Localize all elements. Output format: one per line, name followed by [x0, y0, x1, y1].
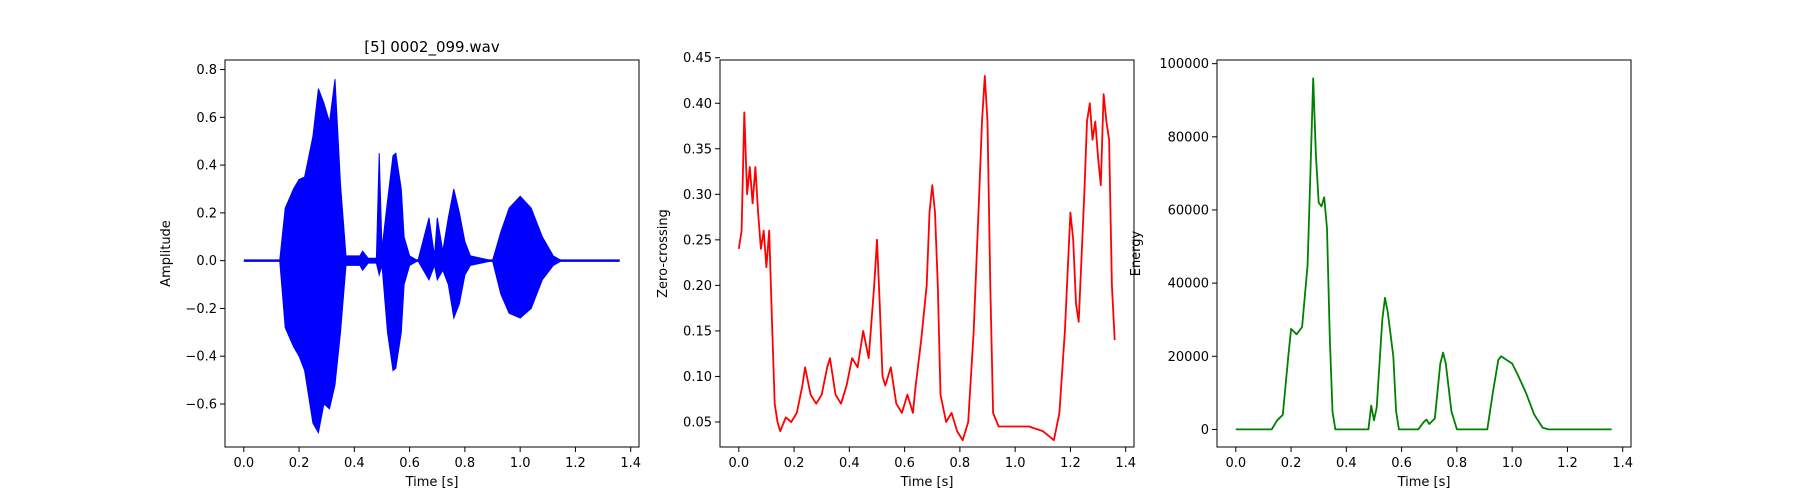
waveform-area: [243, 79, 620, 435]
x-tick-label: 0.8: [455, 456, 476, 471]
x-tick-label: 1.4: [1115, 456, 1136, 471]
x-tick-label: 0.8: [1447, 456, 1468, 471]
x-tick-label: 1.4: [1612, 456, 1633, 471]
y-tick-label: 0.8: [196, 63, 217, 78]
y-tick-label: −0.6: [185, 398, 217, 413]
x-tick-label: 1.0: [510, 456, 531, 471]
y-tick-label: 0: [1201, 423, 1209, 438]
x-tick-label: 1.4: [620, 456, 641, 471]
y-tick-label: −0.2: [185, 302, 217, 317]
y-tick-label: 20000: [1168, 350, 1209, 365]
y-tick-label: 0.10: [683, 370, 712, 385]
amplitude-panel: [5] 0002_099.wav Time [s] Amplitude 0.0 0…: [159, 38, 641, 490]
y-tick-label: 0.6: [196, 111, 217, 126]
x-tick-label: 1.2: [1557, 456, 1578, 471]
y-tick-label: −0.4: [185, 350, 217, 365]
x-tick-label: 1.0: [1005, 456, 1026, 471]
x-tick-label: 0.2: [289, 456, 310, 471]
x-tick-label: 0.2: [784, 456, 805, 471]
y-axis-label: Zero-crossing: [656, 209, 671, 298]
x-tick-label: 0.4: [1336, 456, 1357, 471]
series-line: [1235, 77, 1612, 431]
x-tick-label: 0.0: [1225, 456, 1246, 471]
y-tick-label: 0.15: [683, 324, 712, 339]
y-tick-label: 0.40: [683, 97, 712, 112]
series-line: [737, 75, 1116, 442]
y-tick-label: 0.05: [683, 415, 712, 430]
y-tick-label: 0.45: [683, 51, 712, 66]
x-tick-label: 0.4: [839, 456, 860, 471]
x-tick-label: 0.8: [950, 456, 971, 471]
y-tick-label: 0.4: [196, 159, 217, 174]
zero-crossing-panel: Time [s] Zero-crossing 0.0 0.2 0.4 0.6 0.8 1.…: [656, 51, 1136, 490]
y-tick-label: 60000: [1168, 203, 1209, 218]
chart-title: [5] 0002_099.wav: [364, 38, 500, 57]
x-axis-label: Time [s]: [900, 475, 954, 490]
x-tick-label: 0.6: [1391, 456, 1412, 471]
y-axis-label: Energy: [1129, 230, 1144, 276]
x-tick-label: 0.2: [1281, 456, 1302, 471]
axes-frame: [1216, 59, 1632, 448]
y-tick-label: 80000: [1168, 130, 1209, 145]
x-tick-label: 0.6: [894, 456, 915, 471]
y-tick-label: 40000: [1168, 277, 1209, 292]
y-tick-label: 0.30: [683, 188, 712, 203]
x-tick-label: 0.0: [728, 456, 749, 471]
axes-frame: [224, 59, 640, 448]
y-tick-label: 0.35: [683, 142, 712, 157]
y-tick-label: 0.25: [683, 233, 712, 248]
y-tick-label: 0.0: [196, 254, 217, 269]
y-tick-label: 0.2: [196, 206, 217, 221]
energy-panel: Time [s] Energy 0.0 0.2 0.4 0.6 0.8 1.0 1.2 1.4…: [1129, 57, 1633, 490]
x-tick-label: 0.6: [399, 456, 420, 471]
x-tick-label: 1.2: [565, 456, 586, 471]
axes-frame: [719, 59, 1135, 448]
y-tick-label: 0.20: [683, 279, 712, 294]
x-tick-label: 0.0: [233, 456, 254, 471]
y-tick-label: 100000: [1159, 57, 1209, 72]
y-axis-label: Amplitude: [159, 220, 174, 287]
x-tick-label: 1.2: [1060, 456, 1081, 471]
x-axis-label: Time [s]: [1397, 475, 1451, 490]
x-tick-label: 1.0: [1502, 456, 1523, 471]
x-axis-label: Time [s]: [405, 475, 459, 490]
x-tick-label: 0.4: [344, 456, 365, 471]
